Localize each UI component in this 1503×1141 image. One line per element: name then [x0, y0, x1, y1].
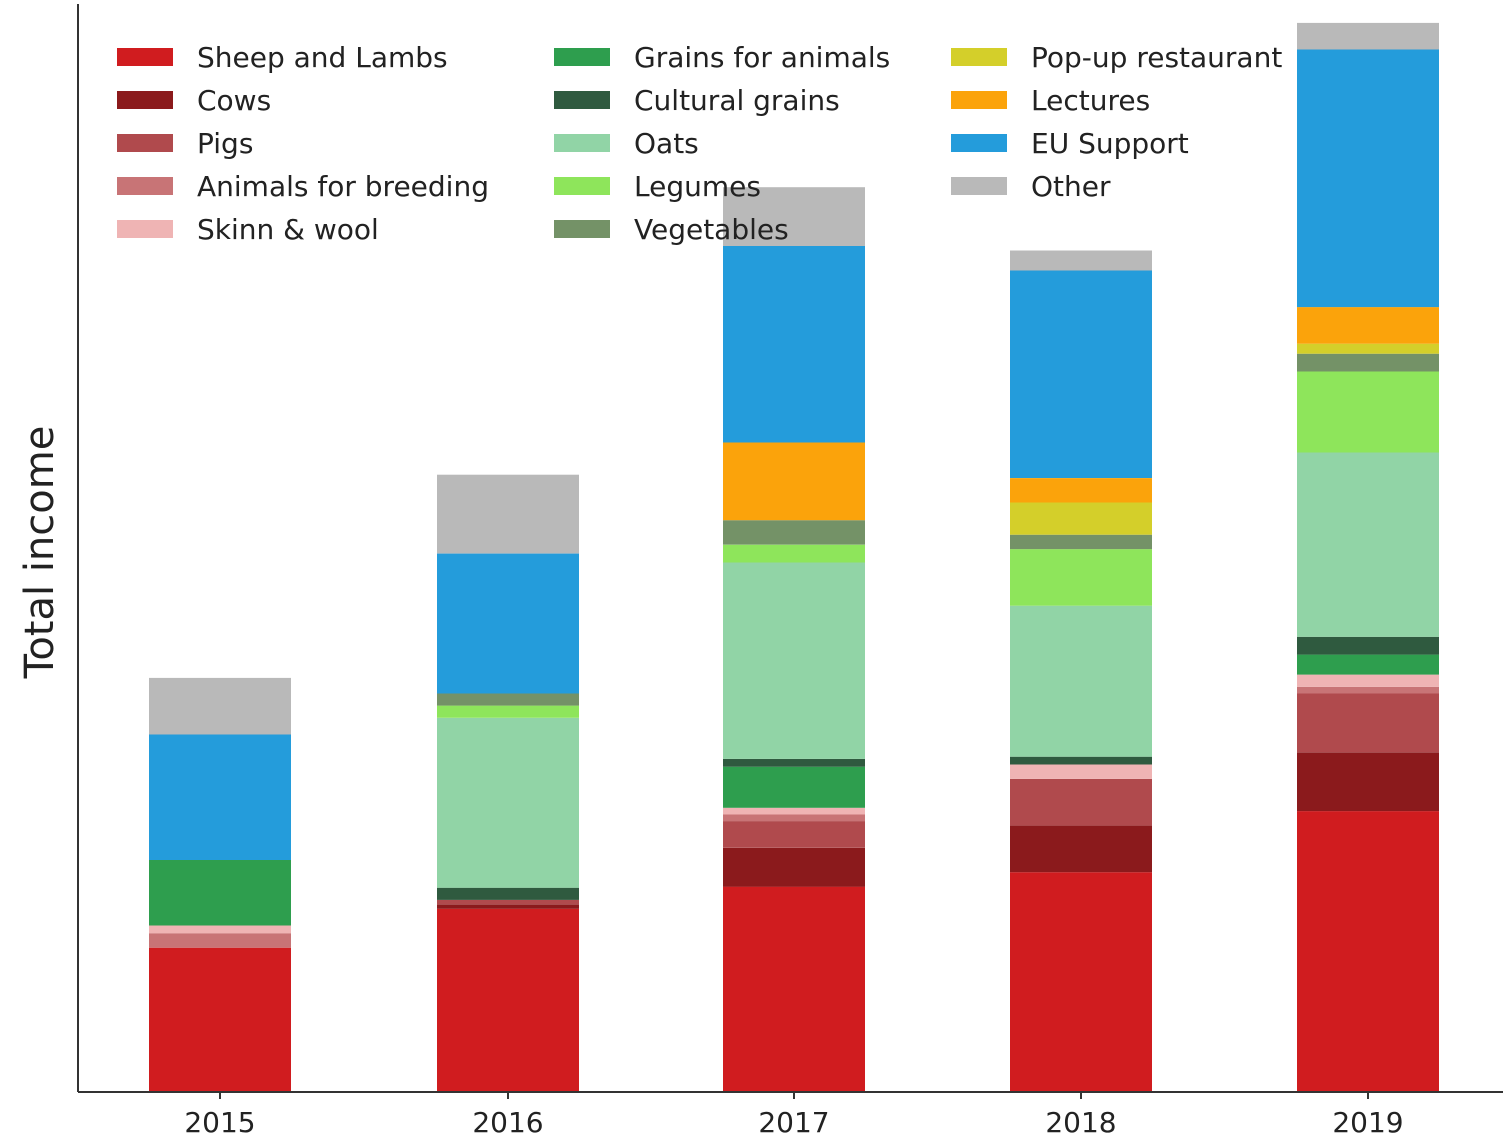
- bar-segment: [1010, 605, 1152, 757]
- bar-segment: [1297, 22, 1439, 50]
- bar-segment: [1010, 778, 1152, 826]
- legend-label: Sheep and Lambs: [197, 41, 448, 74]
- legend-label: Oats: [634, 127, 699, 160]
- legend-swatch: [951, 134, 1007, 152]
- legend-swatch: [951, 48, 1007, 66]
- bar-segment: [1297, 49, 1439, 308]
- bar-segment: [437, 717, 579, 888]
- bar-segment: [1297, 654, 1439, 675]
- bar-segment: [723, 807, 865, 815]
- x-tick-label: 2019: [1332, 1106, 1403, 1139]
- x-ticks-layer: 2015 2016 2017 2018 2019: [184, 1092, 1404, 1139]
- bar-segment: [149, 933, 291, 948]
- bar-segment: [437, 899, 579, 905]
- legend-swatch: [117, 220, 173, 238]
- bar-segment: [1010, 502, 1152, 535]
- bar-segment: [723, 886, 865, 1092]
- bar-segment: [1010, 549, 1152, 606]
- bar-segment: [149, 677, 291, 735]
- bar-segment: [723, 847, 865, 887]
- legend-label: EU Support: [1031, 127, 1189, 160]
- bar-segment: [1010, 534, 1152, 550]
- bar-segment: [1010, 478, 1152, 503]
- x-tick-label: 2018: [1045, 1106, 1116, 1139]
- bar-segment: [1297, 636, 1439, 655]
- legend-label: Grains for animals: [634, 41, 890, 74]
- bar-segment: [723, 544, 865, 563]
- legend-swatch: [117, 48, 173, 66]
- legend-label: Cows: [197, 84, 271, 117]
- bar-segment: [1297, 307, 1439, 344]
- bar-segment: [723, 758, 865, 767]
- bar-segment: [1010, 872, 1152, 1092]
- legend-label: Lectures: [1031, 84, 1150, 117]
- bar-segment: [149, 947, 291, 1092]
- legend-swatch: [951, 91, 1007, 109]
- bar-segment: [1297, 343, 1439, 354]
- bar-segment: [723, 246, 865, 443]
- bar-segment: [437, 705, 579, 718]
- legend-swatch: [554, 177, 610, 195]
- bar-segment: [1010, 825, 1152, 873]
- bar-segment: [723, 821, 865, 848]
- bar-segment: [149, 734, 291, 860]
- legend-swatch: [117, 91, 173, 109]
- x-tick-label: 2017: [758, 1106, 829, 1139]
- legend-label: Animals for breeding: [197, 170, 489, 203]
- legend-label: Cultural grains: [634, 84, 840, 117]
- bar-segment: [723, 562, 865, 759]
- bar-segment: [1297, 353, 1439, 372]
- bar-segment: [1297, 371, 1439, 453]
- legend-label: Vegetables: [634, 213, 789, 246]
- bar-segment: [1010, 756, 1152, 765]
- y-axis-label: Total income: [17, 426, 63, 680]
- bar-segment: [437, 693, 579, 706]
- legend-swatch: [554, 220, 610, 238]
- bar-segment: [1010, 250, 1152, 271]
- bar-segment: [437, 887, 579, 900]
- bar-segment: [1297, 452, 1439, 637]
- bar-segment: [723, 814, 865, 822]
- bar-segment: [149, 860, 291, 926]
- bar-segment: [437, 904, 579, 909]
- bar-segment: [1297, 674, 1439, 687]
- bar-segment: [1010, 270, 1152, 478]
- legend-label: Skinn & wool: [197, 213, 379, 246]
- bar-segment: [1297, 811, 1439, 1092]
- bar-segment: [1010, 764, 1152, 779]
- bar-segment: [723, 520, 865, 545]
- bar-segment: [1297, 693, 1439, 753]
- legend-label: Pigs: [197, 127, 253, 160]
- bar-segment: [149, 925, 291, 934]
- bar-segment: [1297, 686, 1439, 694]
- bar-segment: [437, 908, 579, 1092]
- x-tick-label: 2016: [472, 1106, 543, 1139]
- legend-swatch: [951, 177, 1007, 195]
- legend-swatch: [117, 134, 173, 152]
- bar-segment: [723, 187, 865, 246]
- legend-label: Pop-up restaurant: [1031, 41, 1282, 74]
- legend-swatch: [554, 91, 610, 109]
- bar-segment: [437, 474, 579, 554]
- legend-swatch: [117, 177, 173, 195]
- legend-label: Legumes: [634, 170, 761, 203]
- bar-segment: [723, 766, 865, 808]
- legend: Sheep and Lambs Cows Pigs Animals for breed…: [117, 41, 1282, 246]
- x-tick-label: 2015: [184, 1106, 255, 1139]
- bars-layer: [149, 22, 1439, 1092]
- bar-segment: [723, 442, 865, 521]
- legend-swatch: [554, 134, 610, 152]
- bar-segment: [1297, 752, 1439, 812]
- legend-label: Other: [1031, 170, 1111, 203]
- legend-swatch: [554, 48, 610, 66]
- bar-segment: [437, 553, 579, 694]
